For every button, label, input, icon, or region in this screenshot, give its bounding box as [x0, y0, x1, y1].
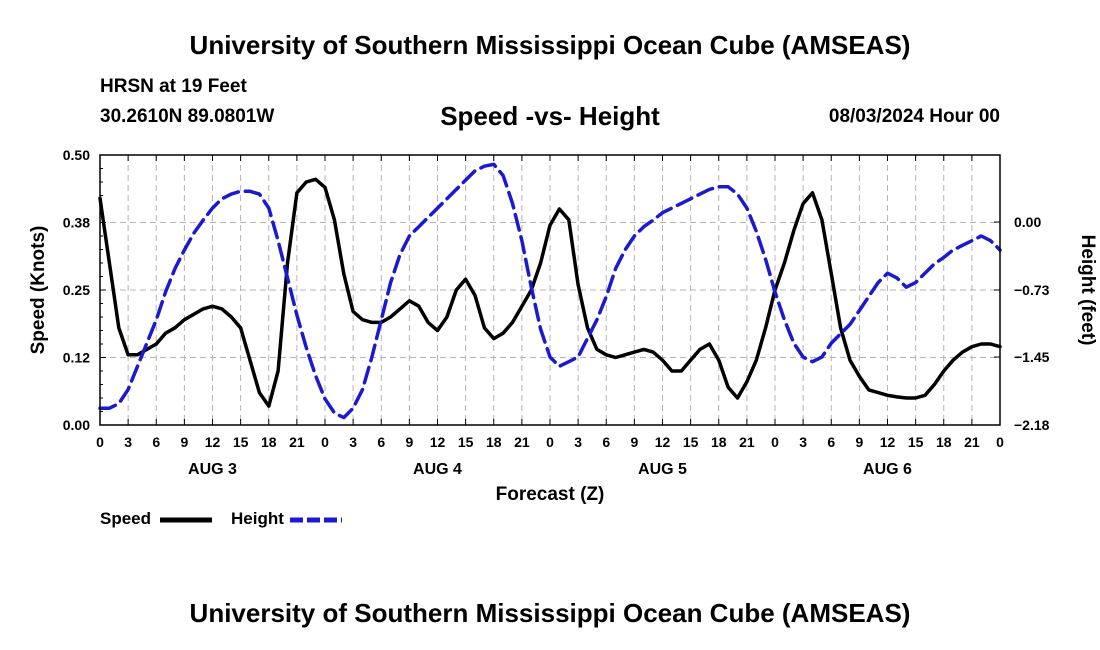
x-tick-label: 3	[349, 434, 357, 450]
x-tick-label: 0	[996, 434, 1004, 450]
chart-subtitle: Speed -vs- Height	[440, 101, 660, 131]
x-tick-label: 9	[405, 434, 413, 450]
x-tick-label: 15	[458, 434, 474, 450]
forecast-datetime: 08/03/2024 Hour 00	[828, 106, 1000, 127]
x-tick-label: 21	[289, 434, 305, 450]
top-title: University of Southern Mississippi Ocean…	[189, 30, 911, 60]
coordinates-label: 30.2610N 89.0801W	[100, 106, 275, 127]
x-tick-label: 15	[908, 434, 924, 450]
x-tick-label: 9	[855, 434, 863, 450]
x-tick-label: 12	[430, 434, 446, 450]
x-tick-label: 6	[827, 434, 835, 450]
legend-speed-label: Speed	[100, 509, 152, 528]
y-axis-label: Speed (Knots)	[28, 226, 49, 355]
y-tick-label: 0.25	[63, 282, 90, 298]
axis-layer: 0 3 6 9 12 15 18 21 0 3 6 9 12 15 18 21 0 3 6 9 12 15 18 21 0 3 6 9…	[63, 147, 1050, 478]
y2-tick-label: 0.00	[1014, 214, 1041, 230]
x-tick-label: 6	[602, 434, 610, 450]
x-tick-label: 6	[152, 434, 160, 450]
x-tick-label: 0	[96, 434, 104, 450]
x-tick-label: 6	[377, 434, 385, 450]
day-label: AUG 6	[863, 461, 912, 478]
x-axis-label: Forecast (Z)	[496, 484, 605, 505]
x-tick-label: 21	[739, 434, 755, 450]
y-tick-label: 0.00	[63, 417, 90, 433]
x-tick-label: 21	[514, 434, 530, 450]
y2-tick-label: −0.73	[1014, 282, 1050, 298]
grid-layer	[100, 155, 1000, 425]
x-tick-label: 9	[630, 434, 638, 450]
x-tick-label: 12	[205, 434, 221, 450]
x-tick-label: 15	[683, 434, 699, 450]
y2-axis-label: Height (feet)	[1077, 235, 1098, 346]
day-label: AUG 5	[638, 461, 687, 478]
y-tick-label: 0.38	[63, 215, 90, 231]
x-tick-label: 0	[546, 434, 554, 450]
station-label: HRSN at 19 Feet	[100, 76, 247, 97]
x-tick-label: 3	[124, 434, 132, 450]
y2-tick-label: −1.45	[1014, 349, 1050, 365]
x-tick-label: 21	[964, 434, 980, 450]
x-tick-label: 9	[180, 434, 188, 450]
x-tick-label: 18	[936, 434, 952, 450]
y-tick-label: 0.50	[63, 147, 90, 163]
y2-tick-label: −2.18	[1014, 417, 1050, 433]
bottom-title: University of Southern Mississippi Ocean…	[189, 598, 911, 628]
series-layer	[98, 162, 1002, 420]
x-tick-label: 3	[574, 434, 582, 450]
x-tick-label: 0	[321, 434, 329, 450]
x-tick-label: 12	[655, 434, 671, 450]
series-height-line	[98, 162, 1002, 420]
day-label: AUG 3	[188, 461, 237, 478]
legend-height-label: Height	[231, 509, 284, 528]
series-speed-line	[98, 177, 1002, 408]
x-tick-label: 18	[711, 434, 727, 450]
y-tick-label: 0.12	[63, 350, 90, 366]
x-tick-label: 3	[799, 434, 807, 450]
x-tick-label: 18	[261, 434, 277, 450]
x-tick-label: 18	[486, 434, 502, 450]
day-label: AUG 4	[413, 461, 462, 478]
x-tick-label: 15	[233, 434, 249, 450]
x-tick-label: 0	[771, 434, 779, 450]
x-tick-label: 12	[880, 434, 896, 450]
